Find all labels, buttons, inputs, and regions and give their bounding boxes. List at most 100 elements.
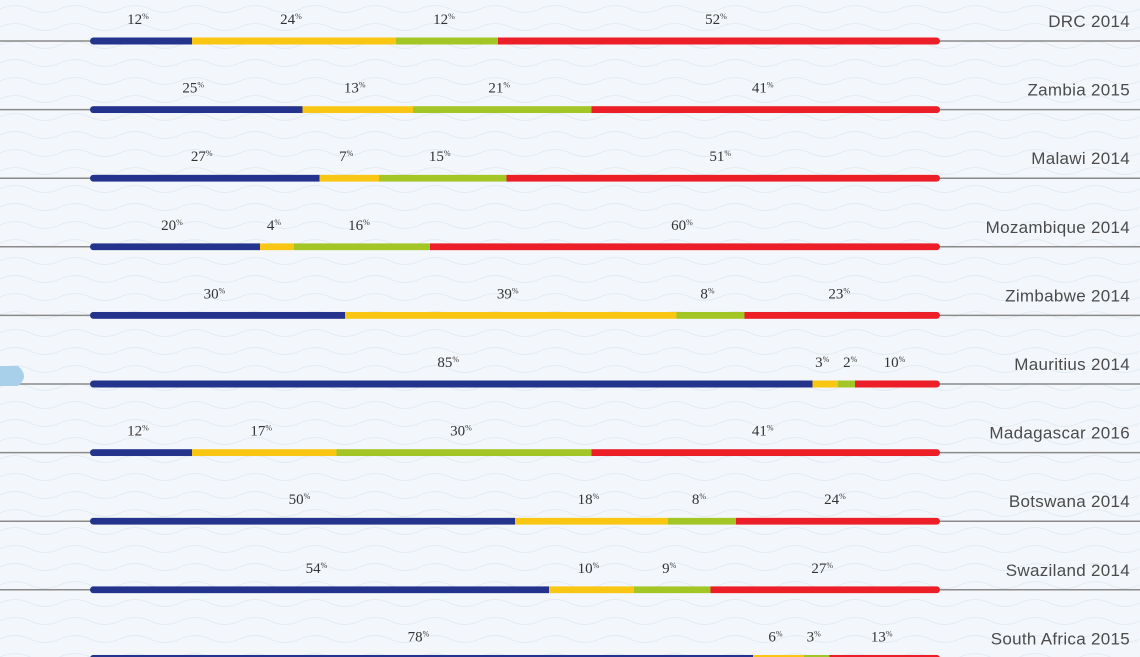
value-label: 13% (871, 629, 893, 645)
category-label: DRC 2014 (1048, 12, 1130, 31)
bar-segment (515, 517, 668, 525)
bar-segment (498, 37, 940, 45)
value-label: 60% (671, 218, 693, 234)
value-label: 23% (828, 286, 850, 302)
bar-segment (90, 586, 549, 594)
value-label: 27% (811, 561, 833, 577)
rows-layer: 12% 24% 12% 52% DRC 2014 25% 13% 21% 41% Zambia 2… (0, 12, 1140, 657)
value-label: 78% (408, 629, 430, 645)
bar-segment (396, 37, 498, 45)
value-label: 50% (289, 492, 311, 508)
value-label: 27% (191, 149, 213, 165)
bar-segment (591, 106, 940, 114)
bar-segment (90, 243, 260, 251)
value-label: 10% (578, 561, 600, 577)
bar-row: 85% 3% 2% 10% Mauritius 2014 (0, 355, 1140, 388)
value-label: 8% (700, 286, 715, 302)
bar-row: 20% 4% 16% 60% Mozambique 2014 (0, 218, 1140, 251)
pointer-marker (0, 366, 24, 386)
value-label: 51% (709, 149, 731, 165)
value-label: 4% (267, 218, 282, 234)
bar-segment (294, 243, 430, 251)
bar-segment (260, 243, 294, 251)
bar-segment (634, 586, 711, 594)
bar-segment (855, 380, 940, 388)
bar-row: 54% 10% 9% 27% Swaziland 2014 (0, 561, 1140, 594)
bar-segment (192, 449, 337, 457)
bar-segment (549, 586, 634, 594)
bar-segment (838, 380, 855, 388)
value-label: 6% (768, 629, 783, 645)
value-label: 16% (348, 218, 370, 234)
category-label: Swaziland 2014 (1006, 561, 1130, 580)
bar-segment (90, 449, 192, 457)
bar-segment (302, 106, 413, 114)
bar-row: 12% 24% 12% 52% DRC 2014 (0, 12, 1140, 45)
value-label: 12% (127, 424, 149, 440)
bar-row: 30% 39% 8% 23% Zimbabwe 2014 (0, 286, 1140, 319)
value-label: 41% (752, 81, 774, 97)
bar-segment (804, 654, 830, 657)
bar-row: 12% 17% 30% 41% Madagascar 2016 (0, 424, 1140, 457)
category-label: Zimbabwe 2014 (1005, 286, 1130, 305)
value-label: 3% (815, 355, 830, 371)
bar-segment (90, 106, 303, 114)
bar-row: 50% 18% 8% 24% Botswana 2014 (0, 492, 1140, 525)
value-label: 20% (161, 218, 183, 234)
value-label: 39% (497, 286, 519, 302)
bar-segment (90, 380, 813, 388)
category-label: South Africa 2015 (991, 629, 1130, 648)
value-label: 7% (339, 149, 354, 165)
bar-segment (710, 586, 940, 594)
bar-segment (829, 654, 940, 657)
value-label: 2% (843, 355, 858, 371)
bar-segment (319, 174, 379, 182)
value-label: 12% (127, 12, 149, 28)
category-label: Botswana 2014 (1009, 492, 1130, 511)
value-label: 18% (578, 492, 600, 508)
bar-segment (90, 654, 753, 657)
bar-row: 78% 6% 3% 13% South Africa 2015 (90, 629, 1130, 657)
bar-segment (345, 311, 677, 319)
value-label: 52% (705, 12, 727, 28)
value-label: 24% (280, 12, 302, 28)
bar-segment (192, 37, 396, 45)
bar-segment (90, 174, 320, 182)
bar-segment (379, 174, 507, 182)
category-label: Mauritius 2014 (1014, 355, 1130, 374)
value-label: 3% (807, 629, 822, 645)
bar-segment (668, 517, 736, 525)
bar-segment (430, 243, 940, 251)
bar-segment (736, 517, 940, 525)
value-label: 30% (204, 286, 226, 302)
value-label: 8% (692, 492, 707, 508)
value-label: 21% (488, 81, 510, 97)
bar-segment (753, 654, 804, 657)
value-label: 15% (429, 149, 451, 165)
bar-segment (506, 174, 940, 182)
category-label: Mozambique 2014 (986, 218, 1130, 237)
bar-row: 27% 7% 15% 51% Malawi 2014 (0, 149, 1140, 182)
category-label: Madagascar 2016 (989, 424, 1130, 443)
value-label: 24% (824, 492, 846, 508)
category-label: Malawi 2014 (1031, 149, 1130, 168)
value-label: 30% (450, 424, 472, 440)
value-label: 10% (884, 355, 906, 371)
bar-segment (413, 106, 592, 114)
bar-segment (90, 37, 192, 45)
value-label: 41% (752, 424, 774, 440)
bar-segment (90, 517, 515, 525)
value-label: 12% (433, 12, 455, 28)
bar-row: 25% 13% 21% 41% Zambia 2015 (0, 81, 1140, 114)
value-label: 17% (250, 424, 272, 440)
bar-segment (812, 380, 838, 388)
bar-segment (336, 449, 592, 457)
bar-segment (90, 311, 345, 319)
bar-segment (591, 449, 940, 457)
category-label: Zambia 2015 (1027, 81, 1130, 100)
value-label: 85% (437, 355, 459, 371)
value-label: 13% (344, 81, 366, 97)
bar-segment (744, 311, 940, 319)
